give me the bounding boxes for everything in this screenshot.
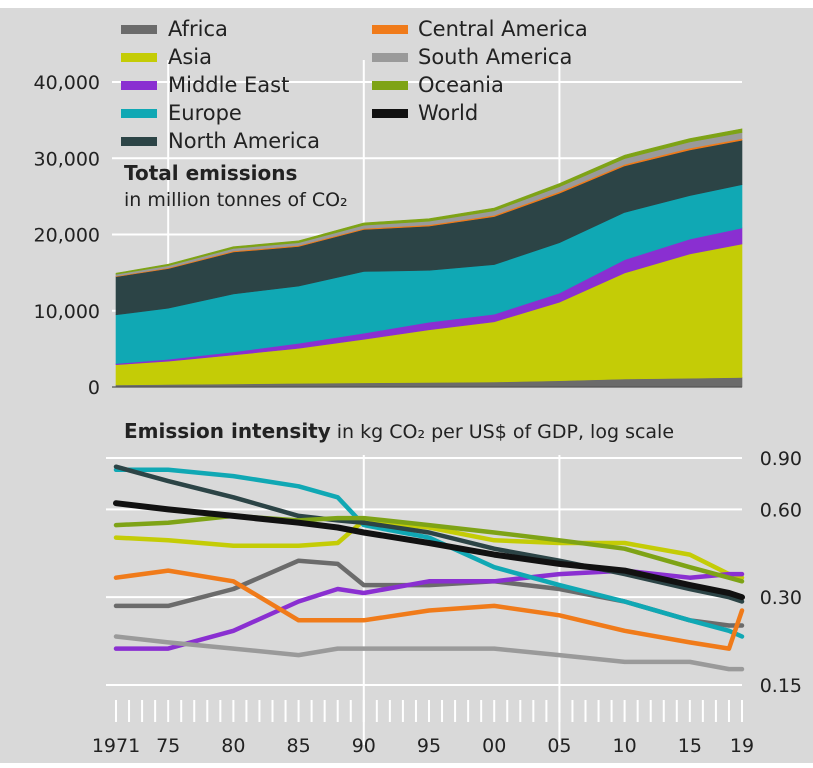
x-tick-label: 10	[613, 735, 637, 757]
line-south-america	[113, 634, 745, 672]
bottom-y-tick-label: 0.60	[760, 499, 802, 521]
top-y-axis: 0 10,000 20,000 30,000 40,000	[34, 72, 100, 399]
top-y-tick-label: 30,000	[34, 148, 100, 170]
bottom-y-tick-label: 0.30	[760, 587, 802, 609]
x-tick-label: 90	[352, 735, 376, 757]
legend-label: North America	[168, 129, 320, 153]
top-chart-subtitle: in million tonnes of CO₂	[124, 189, 348, 211]
emissions-areas	[112, 128, 743, 388]
legend-swatch	[121, 109, 157, 118]
bottom-chart-subtitle: in kg CO₂ per US$ of GDP, log scale	[337, 421, 674, 443]
x-tick-label: 1971	[92, 735, 140, 757]
legend-swatch	[121, 137, 157, 146]
area-oceania	[115, 128, 743, 275]
legend-label: South America	[418, 45, 572, 69]
legend-label: Asia	[168, 45, 212, 69]
top-y-tick-label: 0	[88, 377, 100, 399]
x-axis: 1971 75 80 85 90 95 00 05 10 15 19	[92, 700, 754, 757]
line-asia	[113, 518, 745, 580]
legend-label: Europe	[168, 101, 242, 125]
top-margin	[0, 0, 813, 8]
x-tick-label: 19	[730, 735, 754, 757]
legend-label: Africa	[168, 17, 228, 41]
line-central-america	[113, 568, 745, 651]
line-world	[113, 500, 745, 601]
x-tick-label: 15	[678, 735, 702, 757]
bottom-y-tick-label: 0.90	[760, 448, 802, 470]
top-chart-title: Total emissions	[124, 161, 297, 185]
legend-label: Middle East	[168, 73, 289, 97]
x-tick-label: 00	[482, 735, 506, 757]
top-y-tick-label: 40,000	[34, 72, 100, 94]
line-middle-east	[113, 568, 745, 651]
top-y-tick-label: 10,000	[34, 301, 100, 323]
x-tick-label: 85	[286, 735, 310, 757]
legend-swatch	[372, 81, 408, 90]
top-y-tick-label: 20,000	[34, 225, 100, 247]
bottom-chart-title: Emission intensity	[124, 419, 331, 443]
legend-swatch	[372, 109, 408, 118]
x-tick-label: 05	[547, 735, 571, 757]
line-europe	[113, 467, 745, 639]
intensity-lines	[113, 464, 745, 672]
legend-swatch	[121, 25, 157, 34]
legend-label: Central America	[418, 17, 588, 41]
x-tick-label: 95	[417, 735, 441, 757]
legend-swatch	[372, 53, 408, 62]
x-tick-label: 75	[156, 735, 180, 757]
line-africa	[113, 558, 745, 628]
bottom-y-axis: 0.15 0.30 0.60 0.90	[760, 448, 802, 697]
legend-label: Oceania	[418, 73, 504, 97]
legend-label: World	[418, 101, 478, 125]
legend-swatch	[121, 53, 157, 62]
legend-swatch	[372, 25, 408, 34]
legend-swatch	[121, 81, 157, 90]
bottom-y-tick-label: 0.15	[760, 675, 802, 697]
bottom-chart-heading: Emission intensity in kg CO₂ per US$ of G…	[124, 419, 674, 443]
bottom-gridlines	[106, 455, 742, 745]
line-north-america	[113, 464, 745, 604]
legend: Africa Asia Middle East Europe North America…	[121, 17, 588, 153]
x-tick-label: 80	[221, 735, 245, 757]
